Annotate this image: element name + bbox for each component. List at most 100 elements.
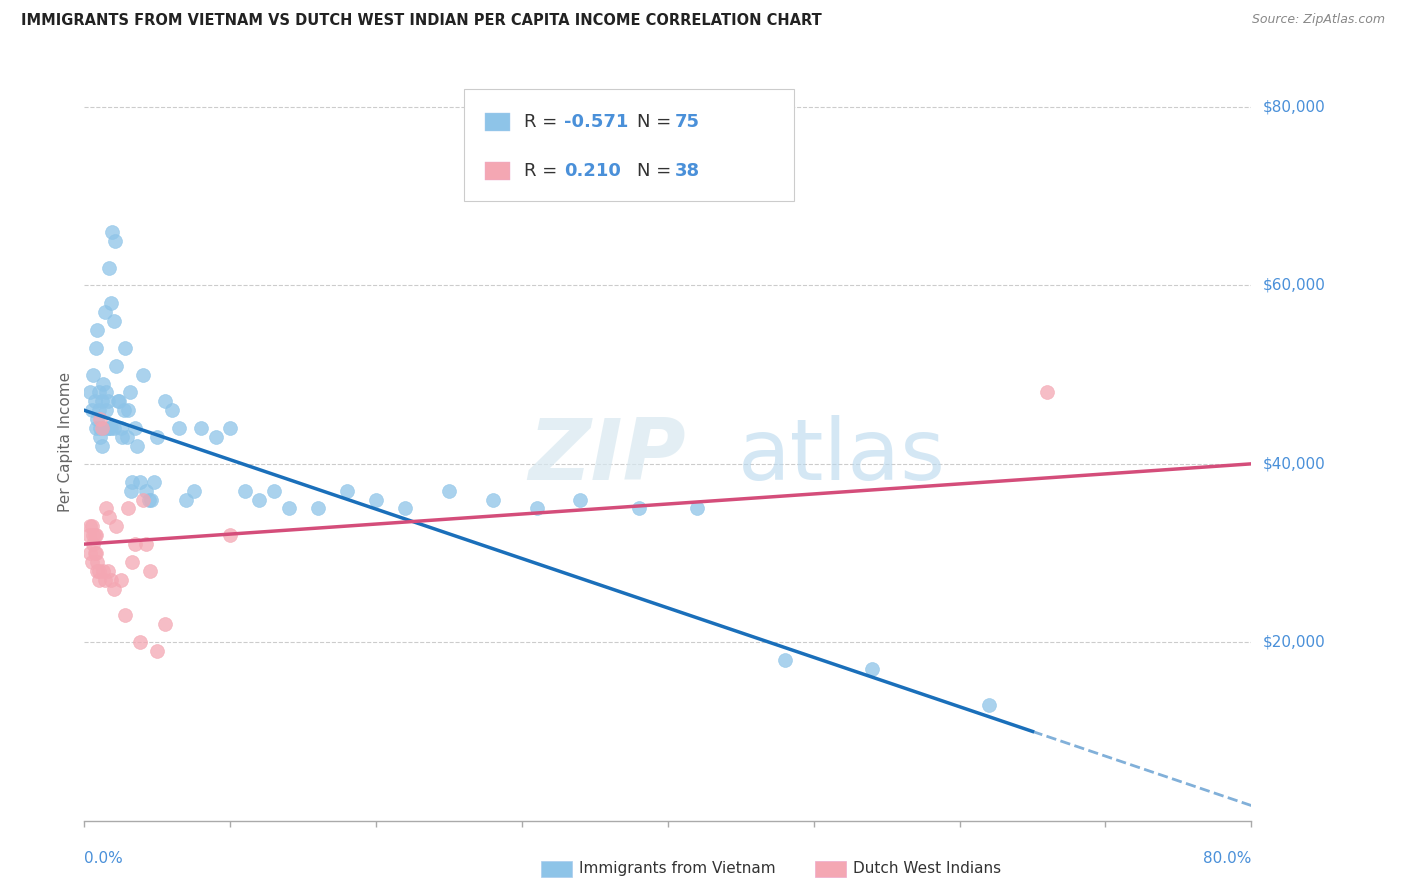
Point xyxy=(366,492,388,507)
Point xyxy=(482,492,505,507)
Point xyxy=(111,430,134,444)
Text: Source: ZipAtlas.com: Source: ZipAtlas.com xyxy=(1251,13,1385,27)
Point xyxy=(100,573,122,587)
Point xyxy=(219,421,242,435)
Point xyxy=(153,394,176,409)
Point xyxy=(437,483,460,498)
Point xyxy=(117,501,139,516)
Point xyxy=(124,421,146,435)
Point xyxy=(98,260,121,275)
Point xyxy=(83,394,105,409)
Point xyxy=(128,635,150,649)
Point xyxy=(86,564,108,578)
Text: N =: N = xyxy=(637,113,676,131)
Point xyxy=(526,501,548,516)
Point xyxy=(86,555,108,569)
Point xyxy=(82,368,104,382)
Point xyxy=(96,501,118,516)
Point xyxy=(114,341,136,355)
Point xyxy=(146,644,169,658)
Point xyxy=(86,412,108,426)
Point xyxy=(160,403,183,417)
Point xyxy=(153,617,176,632)
Point xyxy=(79,546,101,560)
Point xyxy=(103,314,125,328)
Point xyxy=(83,528,105,542)
Point xyxy=(977,698,1000,712)
Text: ZIP: ZIP xyxy=(527,415,686,499)
Point xyxy=(124,537,146,551)
Text: $40,000: $40,000 xyxy=(1263,457,1326,471)
Point xyxy=(117,403,139,417)
Point xyxy=(190,421,212,435)
Point xyxy=(860,662,883,676)
Point xyxy=(108,394,131,409)
Point xyxy=(125,439,148,453)
Point xyxy=(686,501,709,516)
Point xyxy=(79,519,101,533)
Point xyxy=(103,582,125,596)
Point xyxy=(101,225,124,239)
Point xyxy=(98,510,121,524)
Point xyxy=(394,501,416,516)
Point xyxy=(121,475,143,489)
Point xyxy=(94,305,117,319)
Point xyxy=(249,492,271,507)
Point xyxy=(84,421,107,435)
Point xyxy=(204,430,226,444)
Point xyxy=(219,528,242,542)
Point xyxy=(143,475,166,489)
Point xyxy=(91,564,114,578)
Point xyxy=(139,564,162,578)
Point xyxy=(87,564,110,578)
Text: -0.571: -0.571 xyxy=(564,113,628,131)
Point xyxy=(87,385,110,400)
Text: $20,000: $20,000 xyxy=(1263,635,1326,649)
Point xyxy=(96,403,118,417)
Point xyxy=(277,501,299,516)
Text: $80,000: $80,000 xyxy=(1263,100,1326,114)
Point xyxy=(121,555,143,569)
Point xyxy=(100,296,122,310)
Point xyxy=(307,501,329,516)
Point xyxy=(1036,385,1059,400)
Point xyxy=(569,492,592,507)
Point xyxy=(82,528,104,542)
Point xyxy=(132,492,155,507)
Point xyxy=(87,403,110,417)
Point xyxy=(89,421,111,435)
Point xyxy=(84,528,107,542)
Point xyxy=(120,483,142,498)
Text: 75: 75 xyxy=(675,113,700,131)
Point xyxy=(83,546,105,560)
Point xyxy=(138,492,160,507)
Point xyxy=(183,483,205,498)
Point xyxy=(336,483,359,498)
Point xyxy=(135,537,157,551)
Point xyxy=(107,394,129,409)
Point xyxy=(105,519,128,533)
Point xyxy=(118,385,141,400)
Point xyxy=(89,430,111,444)
Y-axis label: Per Capita Income: Per Capita Income xyxy=(58,371,73,512)
Point xyxy=(98,421,121,435)
Point xyxy=(84,546,107,560)
Text: atlas: atlas xyxy=(738,415,946,499)
Point xyxy=(86,323,108,337)
Point xyxy=(114,608,136,623)
Point xyxy=(96,385,118,400)
Point xyxy=(84,341,107,355)
Point xyxy=(97,564,120,578)
Point xyxy=(233,483,256,498)
Point xyxy=(135,483,157,498)
Point xyxy=(89,412,111,426)
Text: Dutch West Indians: Dutch West Indians xyxy=(853,862,1001,876)
Point xyxy=(90,394,112,409)
Point xyxy=(115,430,138,444)
Point xyxy=(103,421,125,435)
Point xyxy=(132,368,155,382)
Point xyxy=(80,403,103,417)
Point xyxy=(90,439,112,453)
Text: N =: N = xyxy=(637,161,676,179)
Point xyxy=(91,376,114,391)
